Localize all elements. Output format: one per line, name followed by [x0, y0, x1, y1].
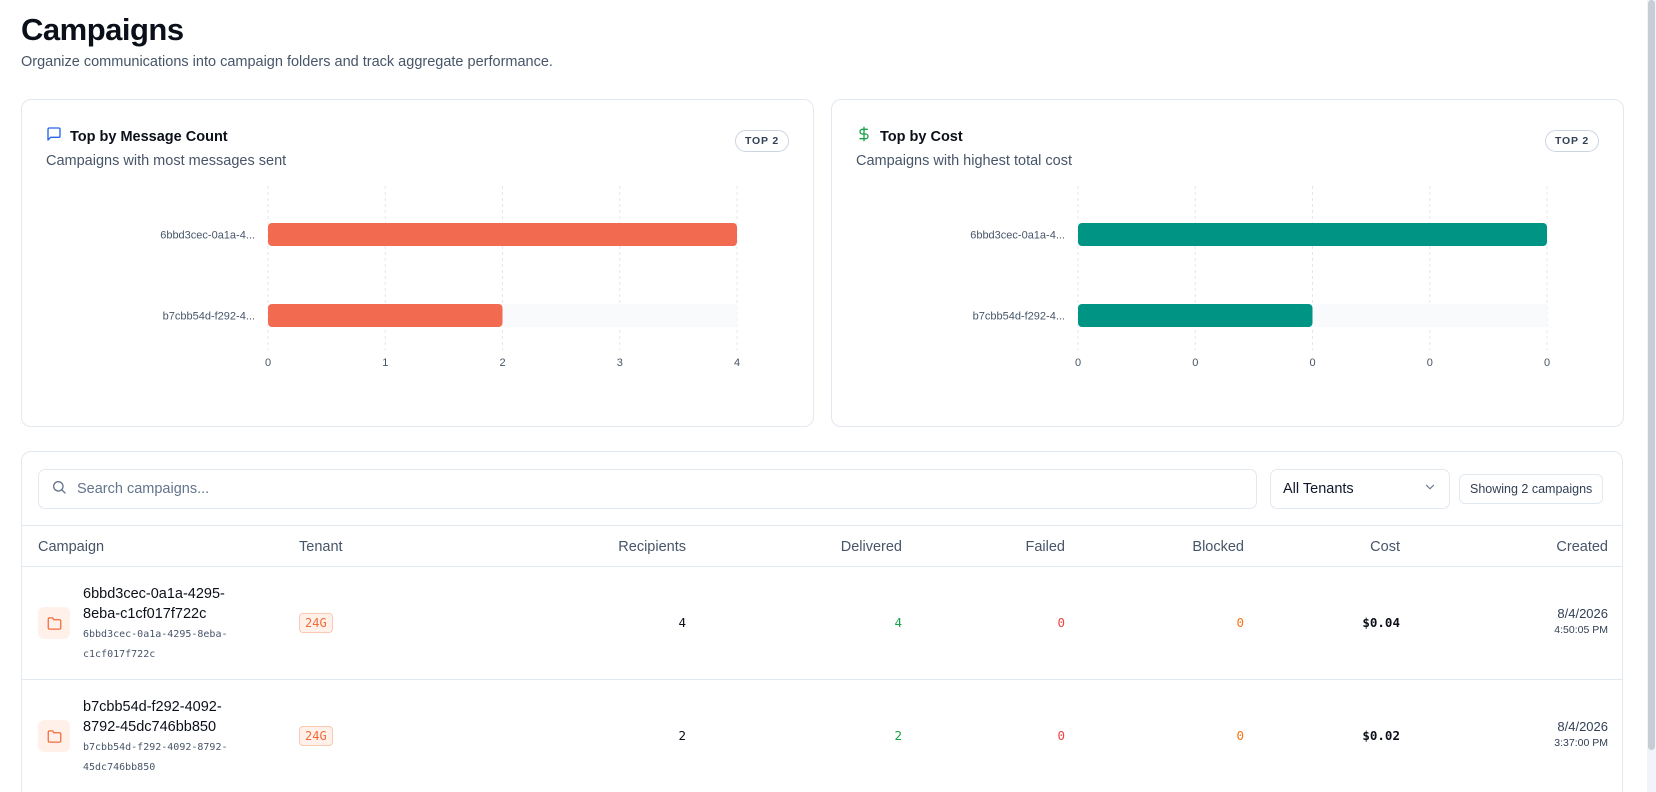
created-date: 8/4/2026	[1557, 606, 1608, 621]
recipients-value: 4	[678, 615, 686, 630]
x-tick-label: 0	[1075, 357, 1081, 369]
campaign-id: b7cbb54d-f292-4092-8792-45dc746bb850	[83, 742, 228, 773]
tenant-badge: 24G	[299, 726, 333, 746]
table-row[interactable]: 6bbd3cec-0a1a-4295-8eba-c1cf017f722c 6bb…	[22, 567, 1622, 680]
scrollbar-thumb[interactable]	[1648, 0, 1655, 750]
message-square-icon	[46, 126, 62, 147]
col-delivered[interactable]: Delivered	[840, 539, 902, 555]
created-date: 8/4/2026	[1557, 719, 1608, 734]
dollar-icon	[856, 126, 872, 147]
x-tick-label: 3	[617, 357, 623, 369]
bar	[268, 223, 737, 246]
failed-value: 0	[1057, 728, 1065, 743]
bar	[1078, 304, 1313, 327]
x-tick-label: 2	[499, 357, 505, 369]
search-input[interactable]	[77, 481, 1227, 497]
bar	[1078, 223, 1547, 246]
x-tick-label: 0	[1427, 357, 1433, 369]
page-scrollbar[interactable]	[1647, 0, 1656, 792]
delivered-value: 4	[894, 615, 902, 630]
created-time: 4:50:05 PM	[1554, 624, 1608, 636]
x-tick-label: 4	[734, 357, 740, 369]
failed-value: 0	[1057, 615, 1065, 630]
campaign-name[interactable]: 6bbd3cec-0a1a-4295-8eba-c1cf017f722c	[83, 586, 225, 622]
table-header: Campaign Tenant Recipients Delivered Fai…	[22, 525, 1622, 567]
folder-icon	[38, 607, 70, 639]
x-tick-label: 0	[1192, 357, 1198, 369]
cost-chart: 0 0 0 0 0 6bbd3cec-0a1a-4... b7cbb54d-f292-4..…	[970, 186, 1550, 369]
top-badge: TOP 2	[1545, 130, 1599, 152]
top-badge: TOP 2	[735, 130, 789, 152]
page-title: Campaigns	[21, 12, 184, 47]
top-by-message-count-card: Top by Message Count TOP 2 Campaigns wit…	[21, 99, 814, 427]
top-by-cost-card: Top by Cost TOP 2 Campaigns with highest…	[831, 99, 1624, 427]
folder-icon	[38, 720, 70, 752]
page-subtitle: Organize communications into campaign fo…	[21, 54, 553, 70]
created-time: 3:37:00 PM	[1554, 737, 1608, 749]
card-title: Top by Cost	[880, 128, 963, 145]
created-cell: 8/4/2026 4:50:05 PM	[1554, 606, 1608, 636]
campaign-count-badge: Showing 2 campaigns	[1459, 474, 1604, 504]
y-category-label: 6bbd3cec-0a1a-4...	[160, 230, 255, 242]
col-cost[interactable]: Cost	[1370, 539, 1400, 555]
tenant-select[interactable]: All Tenants	[1270, 469, 1450, 509]
x-tick-label: 1	[382, 357, 388, 369]
tenant-badge: 24G	[299, 613, 333, 633]
card-header: Top by Message Count	[46, 126, 228, 147]
col-recipients[interactable]: Recipients	[618, 539, 686, 555]
tenant-select-value: All Tenants	[1283, 481, 1354, 497]
card-description: Campaigns with most messages sent	[46, 153, 287, 169]
table-row[interactable]: b7cbb54d-f292-4092-8792-45dc746bb850 b7c…	[22, 680, 1622, 792]
recipients-value: 2	[678, 728, 686, 743]
col-failed[interactable]: Failed	[1025, 539, 1066, 555]
x-tick-label: 0	[1544, 357, 1550, 369]
created-cell: 8/4/2026 3:37:00 PM	[1554, 719, 1608, 749]
search-icon	[51, 479, 67, 500]
campaigns-table-card: All Tenants Showing 2 campaigns Campaign…	[21, 451, 1623, 792]
blocked-value: 0	[1236, 728, 1244, 743]
x-tick-label: 0	[265, 357, 271, 369]
y-category-label: b7cbb54d-f292-4...	[163, 311, 255, 323]
col-campaign[interactable]: Campaign	[38, 539, 105, 555]
x-tick-label: 0	[1309, 357, 1315, 369]
y-category-label: b7cbb54d-f292-4...	[973, 311, 1065, 323]
y-category-label: 6bbd3cec-0a1a-4...	[970, 230, 1065, 242]
delivered-value: 2	[894, 728, 902, 743]
chevron-down-icon	[1423, 480, 1437, 498]
col-blocked[interactable]: Blocked	[1192, 539, 1244, 555]
cost-value: $0.04	[1362, 615, 1400, 630]
col-tenant[interactable]: Tenant	[299, 539, 343, 555]
bar	[268, 304, 503, 327]
card-title: Top by Message Count	[70, 128, 228, 145]
campaign-name[interactable]: b7cbb54d-f292-4092-8792-45dc746bb850	[83, 699, 222, 735]
card-description: Campaigns with highest total cost	[856, 153, 1072, 169]
search-box[interactable]	[38, 469, 1257, 509]
card-header: Top by Cost	[856, 126, 963, 147]
cost-value: $0.02	[1362, 728, 1400, 743]
campaign-id: 6bbd3cec-0a1a-4295-8eba-c1cf017f722c	[83, 629, 228, 660]
blocked-value: 0	[1236, 615, 1244, 630]
message-count-chart: 0 1 2 3 4 6bbd3cec-0a1a-4... b7cbb54d-f292-4..…	[160, 186, 740, 369]
col-created[interactable]: Created	[1556, 539, 1608, 555]
